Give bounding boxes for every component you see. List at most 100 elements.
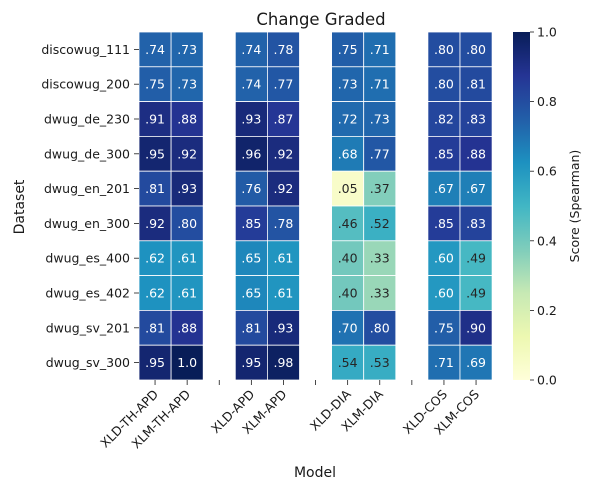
y-tick-label: dwug_es_400	[45, 251, 130, 266]
colorbar-tick-label: 0.6	[537, 164, 557, 179]
heatmap-cell	[427, 135, 461, 172]
cell-value-label: .88	[177, 320, 197, 335]
cell-value-label: .75	[145, 77, 165, 92]
cell-value-label: .77	[274, 77, 294, 92]
cell-value-label: .05	[338, 181, 358, 196]
cell-value-label: .92	[145, 216, 165, 231]
cell-value-label: .61	[274, 251, 294, 266]
y-tick-label: discowug_200	[41, 77, 130, 92]
y-tick-label: dwug_es_402	[45, 286, 130, 301]
cell-value-label: .85	[434, 146, 454, 161]
cell-value-label: .46	[338, 216, 358, 231]
cell-value-label: .80	[370, 320, 390, 335]
cell-value-label: .71	[370, 42, 390, 57]
cell-value-label: .65	[241, 251, 261, 266]
cell-value-label: .80	[466, 42, 486, 57]
cell-value-label: .53	[370, 355, 390, 370]
heatmap-cell	[331, 275, 365, 311]
heatmap-cell	[363, 344, 397, 381]
cell-value-label: .95	[241, 355, 261, 370]
cell-value-label: .37	[370, 181, 390, 196]
cell-value-label: .78	[274, 42, 294, 57]
heatmap-cell	[234, 309, 268, 346]
heatmap-cell	[363, 240, 397, 277]
cell-value-label: .61	[274, 286, 294, 301]
cell-value-label: .33	[370, 251, 390, 266]
heatmap-cell	[331, 135, 365, 172]
cell-value-label: .33	[370, 286, 390, 301]
cell-value-label: .72	[338, 112, 358, 127]
cell-value-label: .75	[434, 320, 454, 335]
heatmap-cell	[138, 240, 172, 277]
cell-value-label: .68	[338, 146, 358, 161]
heatmap-cell	[331, 344, 365, 381]
cell-value-label: 1.0	[177, 355, 197, 370]
heatmap-cell	[170, 205, 204, 242]
heatmap-cell	[427, 240, 461, 277]
cell-value-label: .91	[145, 112, 165, 127]
heatmap-cell	[266, 101, 300, 137]
heatmap-cell	[427, 205, 461, 242]
heatmap-cell	[459, 31, 493, 68]
heatmap-cell	[331, 240, 365, 277]
cell-value-label: .71	[370, 77, 390, 92]
heatmap-cell	[363, 31, 397, 68]
cell-value-label: .92	[274, 146, 294, 161]
cell-value-label: .98	[274, 355, 294, 370]
heatmap-cell	[363, 309, 397, 346]
heatmap-cell	[459, 309, 493, 346]
cell-value-label: .95	[145, 146, 165, 161]
cell-value-label: .62	[145, 286, 165, 301]
cell-value-label: .49	[466, 286, 486, 301]
heatmap-cell	[266, 344, 300, 381]
heatmap-cell	[459, 240, 493, 277]
cell-value-label: .60	[434, 251, 454, 266]
cell-value-label: .73	[177, 77, 197, 92]
cell-value-label: .76	[241, 181, 261, 196]
heatmap-cell	[363, 135, 397, 172]
y-tick-label: discowug_111	[41, 42, 130, 57]
cell-value-label: .40	[338, 286, 358, 301]
cell-value-label: .93	[241, 112, 261, 127]
heatmap-cell	[234, 135, 268, 172]
cell-value-label: .82	[434, 112, 454, 127]
cell-value-label: .81	[145, 320, 165, 335]
heatmap-cell	[427, 344, 461, 381]
cell-value-label: .52	[370, 216, 390, 231]
heatmap-cell	[234, 344, 268, 381]
heatmap-cell	[170, 309, 204, 346]
colorbar-tick-label: 0.0	[537, 373, 557, 388]
cell-value-label: .61	[177, 286, 197, 301]
heatmap-cell	[170, 31, 204, 68]
heatmap-cells: .74 .73 .74 .78 .75 .71 .80 .80 .75 .73 .74 .77 .73.…	[138, 31, 493, 381]
cell-value-label: .81	[466, 77, 486, 92]
heatmap-cell	[331, 205, 365, 242]
y-tick-labels: discowug_111 discowug_200 dwug_de_230 dwug_…	[41, 42, 139, 370]
heatmap-cell	[427, 101, 461, 137]
heatmap-cell	[170, 101, 204, 137]
cell-value-label: .73	[370, 112, 390, 127]
heatmap-cell	[266, 240, 300, 277]
cell-value-label: .75	[338, 42, 358, 57]
cell-value-label: .92	[274, 181, 294, 196]
cell-value-label: .62	[145, 251, 165, 266]
heatmap-cell	[459, 344, 493, 381]
colorbar-tick-label: 0.4	[537, 233, 557, 248]
cell-value-label: .78	[274, 216, 294, 231]
heatmap-cell	[363, 205, 397, 242]
heatmap-cell	[234, 101, 268, 137]
colorbar	[513, 32, 530, 380]
heatmap-cell	[170, 135, 204, 172]
heatmap-cell	[234, 275, 268, 311]
heatmap-cell	[170, 240, 204, 277]
heatmap-cell	[459, 66, 493, 103]
cell-value-label: .85	[434, 216, 454, 231]
heatmap-cell	[331, 170, 365, 207]
heatmap-cell	[363, 66, 397, 103]
y-tick-label: dwug_en_201	[44, 181, 130, 196]
cell-value-label: .80	[177, 216, 197, 231]
cell-value-label: .40	[338, 251, 358, 266]
cell-value-label: .95	[145, 355, 165, 370]
heatmap-cell	[138, 344, 172, 381]
